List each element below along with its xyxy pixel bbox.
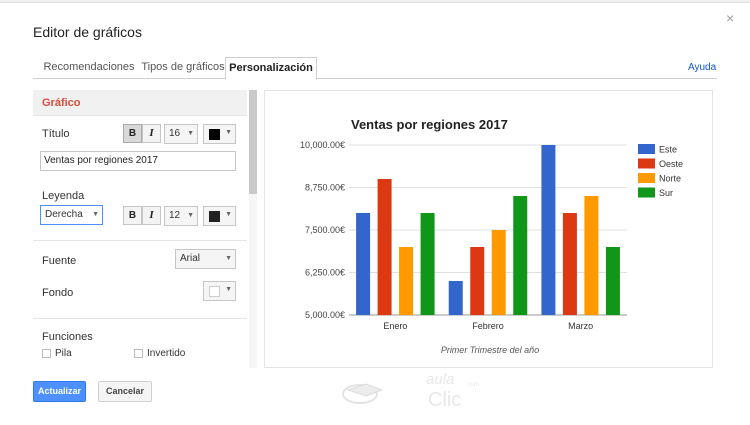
dialog-title: Editor de gráficos [33, 24, 142, 40]
tab-tipos-de-graficos[interactable]: Tipos de gráficos [141, 61, 225, 73]
legend-entry: Norte [659, 174, 681, 184]
y-tick-label: 5,000.00€ [305, 310, 345, 320]
section-title: Gráfico [42, 97, 81, 109]
legend-entry: Este [659, 145, 677, 155]
panel-scrollbar-thumb[interactable] [249, 90, 257, 194]
chevron-down-icon: ▼ [187, 130, 194, 137]
divider [33, 240, 247, 241]
legend-swatch [638, 173, 655, 183]
stack-label: Pila [55, 348, 72, 359]
title-italic-button[interactable]: I [142, 124, 161, 143]
tab-recomendaciones[interactable]: Recomendaciones [43, 61, 135, 73]
chevron-down-icon: ▼ [225, 286, 232, 293]
y-tick-label: 8,750.00€ [305, 183, 345, 193]
bar [399, 247, 414, 315]
tab-bar: Recomendaciones Tipos de gráficos Person… [33, 57, 717, 80]
legend-bold-button[interactable]: B [123, 206, 142, 225]
top-border [0, 0, 750, 3]
legend-position-value: Derecha [45, 209, 83, 220]
y-tick-label: 10,000.00€ [300, 140, 345, 150]
legend-font-size-value: 12 [169, 210, 181, 221]
legend-swatch [638, 187, 655, 198]
legend-entry: Oeste [659, 159, 683, 169]
chevron-down-icon: ▼ [92, 211, 99, 218]
chevron-down-icon: ▼ [225, 255, 232, 262]
legend-color-swatch [209, 211, 220, 222]
bar [448, 281, 463, 315]
legend-color-picker[interactable]: ▼ [203, 206, 236, 226]
legend-entry: Sur [659, 188, 673, 198]
bar [584, 196, 599, 315]
chart-title-input[interactable]: Ventas por regiones 2017 [40, 151, 236, 171]
bar [605, 247, 620, 315]
title-label: Título [42, 128, 70, 140]
bar [470, 247, 485, 315]
functions-label: Funciones [42, 331, 93, 343]
cancel-button[interactable]: Cancelar [98, 381, 152, 402]
background-color-picker[interactable]: ▼ [203, 281, 236, 301]
bar-chart: Ventas por regiones 2017 5,000.00€ 6,250.… [300, 117, 683, 355]
divider [33, 318, 247, 319]
background-label: Fondo [42, 287, 74, 299]
update-button[interactable]: Actualizar [33, 381, 86, 402]
chevron-down-icon: ▼ [225, 211, 232, 218]
legend-swatch [638, 158, 655, 169]
help-link[interactable]: Ayuda [688, 62, 717, 73]
bar [377, 179, 392, 315]
chart-title: Ventas por regiones 2017 [351, 117, 508, 132]
stack-checkbox[interactable] [42, 349, 51, 358]
panel-scrollbar-track[interactable] [249, 90, 257, 368]
legend-label: Leyenda [42, 190, 85, 202]
font-label: Fuente [42, 255, 77, 267]
bar [491, 230, 506, 315]
title-font-size-value: 16 [169, 128, 181, 139]
customization-panel: Gráfico Título B I 16 ▼ ▼ Ventas por regi… [33, 90, 247, 368]
legend-italic-button[interactable]: I [142, 206, 161, 225]
watermark-text-top: aula [426, 371, 454, 388]
reversed-checkbox[interactable] [134, 349, 143, 358]
legend-position-select[interactable]: Derecha ▼ [40, 205, 103, 225]
legend-swatch [638, 144, 655, 154]
title-color-picker[interactable]: ▼ [203, 124, 236, 144]
x-tick-label: Marzo [568, 321, 593, 331]
font-select[interactable]: Arial ▼ [175, 249, 236, 269]
bar [541, 145, 556, 315]
chevron-down-icon: ▼ [225, 129, 232, 136]
watermark-text-small: .com [466, 382, 479, 388]
x-tick-label: Febrero [472, 321, 504, 331]
bar [513, 196, 528, 315]
title-bold-button[interactable]: B [123, 124, 142, 143]
chevron-down-icon: ▼ [187, 212, 194, 219]
chart-preview: Ventas por regiones 2017 5,000.00€ 6,250.… [264, 90, 713, 368]
font-value: Arial [180, 253, 201, 264]
title-font-size-select[interactable]: 16 ▼ [164, 124, 198, 144]
watermark-text-bottom: Clic [428, 389, 461, 411]
bar [562, 213, 577, 315]
title-color-swatch [209, 129, 220, 140]
bar [420, 213, 435, 315]
x-tick-label: Enero [383, 321, 407, 331]
x-axis-title: Primer Trimestre del año [441, 345, 539, 355]
reversed-label: Invertido [147, 348, 186, 359]
tab-personalizacion[interactable]: Personalización [225, 57, 317, 80]
close-icon[interactable]: × [726, 10, 735, 26]
section-header-grafico[interactable]: Gráfico [33, 90, 247, 116]
background-color-swatch [209, 286, 220, 297]
aulaclic-watermark-logo: aula .com Clic [342, 371, 479, 411]
bar [356, 213, 371, 315]
y-tick-label: 7,500.00€ [305, 225, 345, 235]
legend-font-size-select[interactable]: 12 ▼ [164, 206, 198, 226]
y-tick-label: 6,250.00€ [305, 268, 345, 278]
